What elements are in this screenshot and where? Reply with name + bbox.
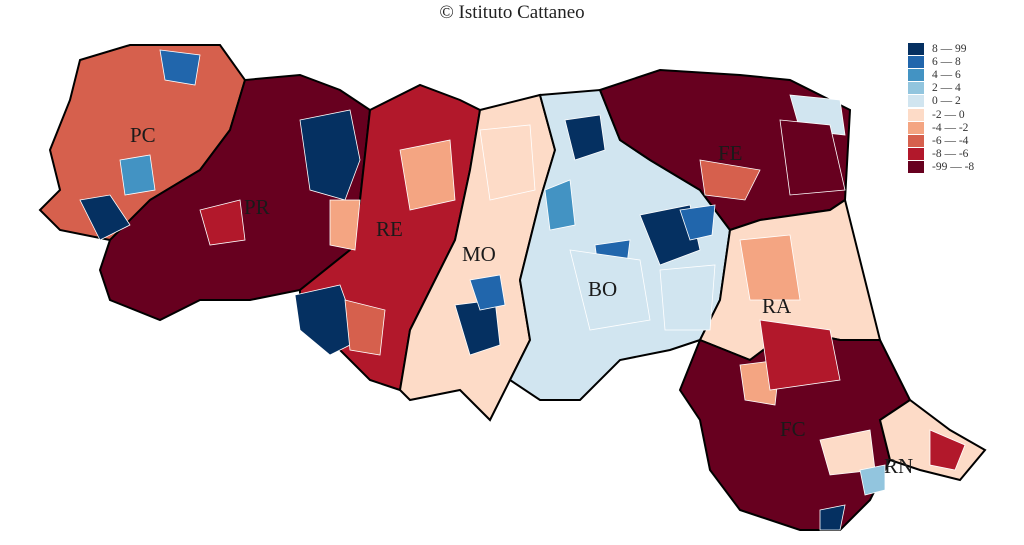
legend-label: -6 — -4: [932, 134, 969, 147]
municipality-area: [659, 264, 716, 331]
legend-swatch: [908, 108, 924, 121]
municipality-area: [759, 319, 841, 391]
legend-swatch: [908, 95, 924, 108]
municipality-area: [159, 49, 201, 86]
province-label: RN: [884, 454, 913, 478]
municipality-area: [399, 139, 456, 211]
legend-label: -2 — 0: [932, 108, 965, 121]
legend-item: -6 — -4: [908, 134, 974, 147]
province-label: PC: [130, 123, 156, 147]
legend-swatch: [908, 82, 924, 95]
legend-item: 4 — 6: [908, 68, 974, 81]
legend-swatch: [908, 121, 924, 134]
legend-label: 2 — 4: [932, 82, 961, 95]
legend-label: 0 — 2: [932, 95, 961, 108]
legend-item: 0 — 2: [908, 95, 974, 108]
municipality-area: [679, 204, 716, 241]
municipality-area: [299, 109, 361, 201]
municipality-area: [929, 429, 966, 471]
map-title: © Istituto Cattaneo: [439, 2, 585, 23]
municipality-area: [739, 234, 801, 301]
municipality-area: [199, 199, 246, 246]
municipality-area: [79, 194, 131, 241]
legend-swatch: [908, 148, 924, 161]
legend-label: -4 — -2: [932, 121, 969, 134]
municipality-area: [779, 119, 846, 196]
municipality-area: [544, 179, 576, 231]
municipality-area: [479, 124, 536, 201]
legend-swatch: [908, 68, 924, 81]
legend-label: 8 — 99: [932, 42, 967, 55]
municipality-area: [344, 299, 386, 356]
legend-swatch: [908, 161, 924, 174]
province-label: MO: [462, 242, 496, 266]
municipality-area: [859, 464, 886, 496]
legend-label: 4 — 6: [932, 68, 961, 81]
province-label: RE: [376, 217, 403, 241]
province-label: BO: [588, 277, 617, 301]
legend-label: -8 — -6: [932, 148, 969, 161]
legend-item: 2 — 4: [908, 82, 974, 95]
legend-swatch: [908, 42, 924, 55]
legend-item: -99 — -8: [908, 161, 974, 174]
municipality-area: [699, 159, 761, 201]
municipality-area: [564, 114, 606, 161]
province-label: PR: [244, 195, 270, 219]
legend-swatch: [908, 55, 924, 68]
province-label: RA: [762, 294, 792, 318]
legend-item: -8 — -6: [908, 148, 974, 161]
legend-label: 6 — 8: [932, 55, 961, 68]
municipality-area: [569, 249, 651, 331]
legend-item: -2 — 0: [908, 108, 974, 121]
municipality-area: [329, 199, 361, 251]
municipality-area: [294, 284, 361, 356]
legend-label: -99 — -8: [932, 161, 975, 174]
municipality-area: [819, 504, 846, 531]
municipality-area: [469, 274, 506, 311]
province-label: FC: [780, 417, 806, 441]
legend-item: 8 — 99: [908, 42, 974, 55]
legend-swatch: [908, 134, 924, 147]
province-label: FE: [718, 141, 743, 165]
legend-item: -4 — -2: [908, 121, 974, 134]
municipality-area: [119, 154, 156, 196]
legend-item: 6 — 8: [908, 55, 974, 68]
